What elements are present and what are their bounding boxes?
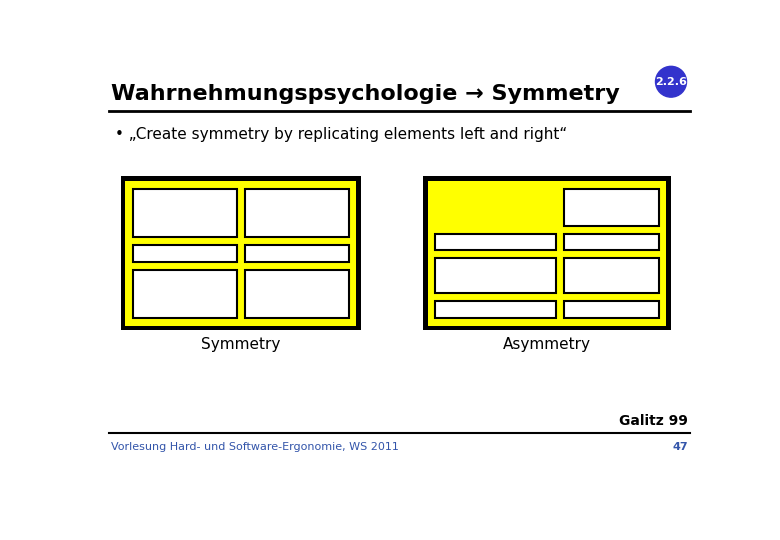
Bar	[423, 177, 671, 330]
Text: Wahrnehmungspsychologie → Symmetry: Wahrnehmungspsychologie → Symmetry	[112, 84, 620, 104]
Bar	[564, 258, 658, 293]
Bar	[564, 234, 658, 249]
Bar	[133, 245, 237, 262]
Text: • „Create symmetry by replicating elements left and right“: • „Create symmetry by replicating elemen…	[115, 126, 567, 141]
Bar	[133, 189, 237, 237]
Bar	[121, 177, 361, 330]
Text: 2.2.6: 2.2.6	[655, 77, 687, 87]
Bar	[427, 181, 666, 326]
Bar	[245, 271, 349, 318]
Bar	[435, 234, 556, 249]
Bar	[126, 181, 356, 326]
Bar	[435, 301, 556, 318]
Circle shape	[655, 66, 686, 97]
Bar	[564, 301, 658, 318]
Bar	[435, 258, 556, 293]
Text: Symmetry: Symmetry	[201, 337, 281, 352]
Bar	[245, 245, 349, 262]
Text: Asymmetry: Asymmetry	[503, 337, 591, 352]
Text: 47: 47	[672, 442, 688, 452]
Bar	[245, 189, 349, 237]
Bar	[133, 271, 237, 318]
Bar	[564, 189, 658, 226]
Text: Vorlesung Hard- und Software-Ergonomie, WS 2011: Vorlesung Hard- und Software-Ergonomie, …	[112, 442, 399, 452]
Text: Galitz 99: Galitz 99	[619, 414, 688, 428]
